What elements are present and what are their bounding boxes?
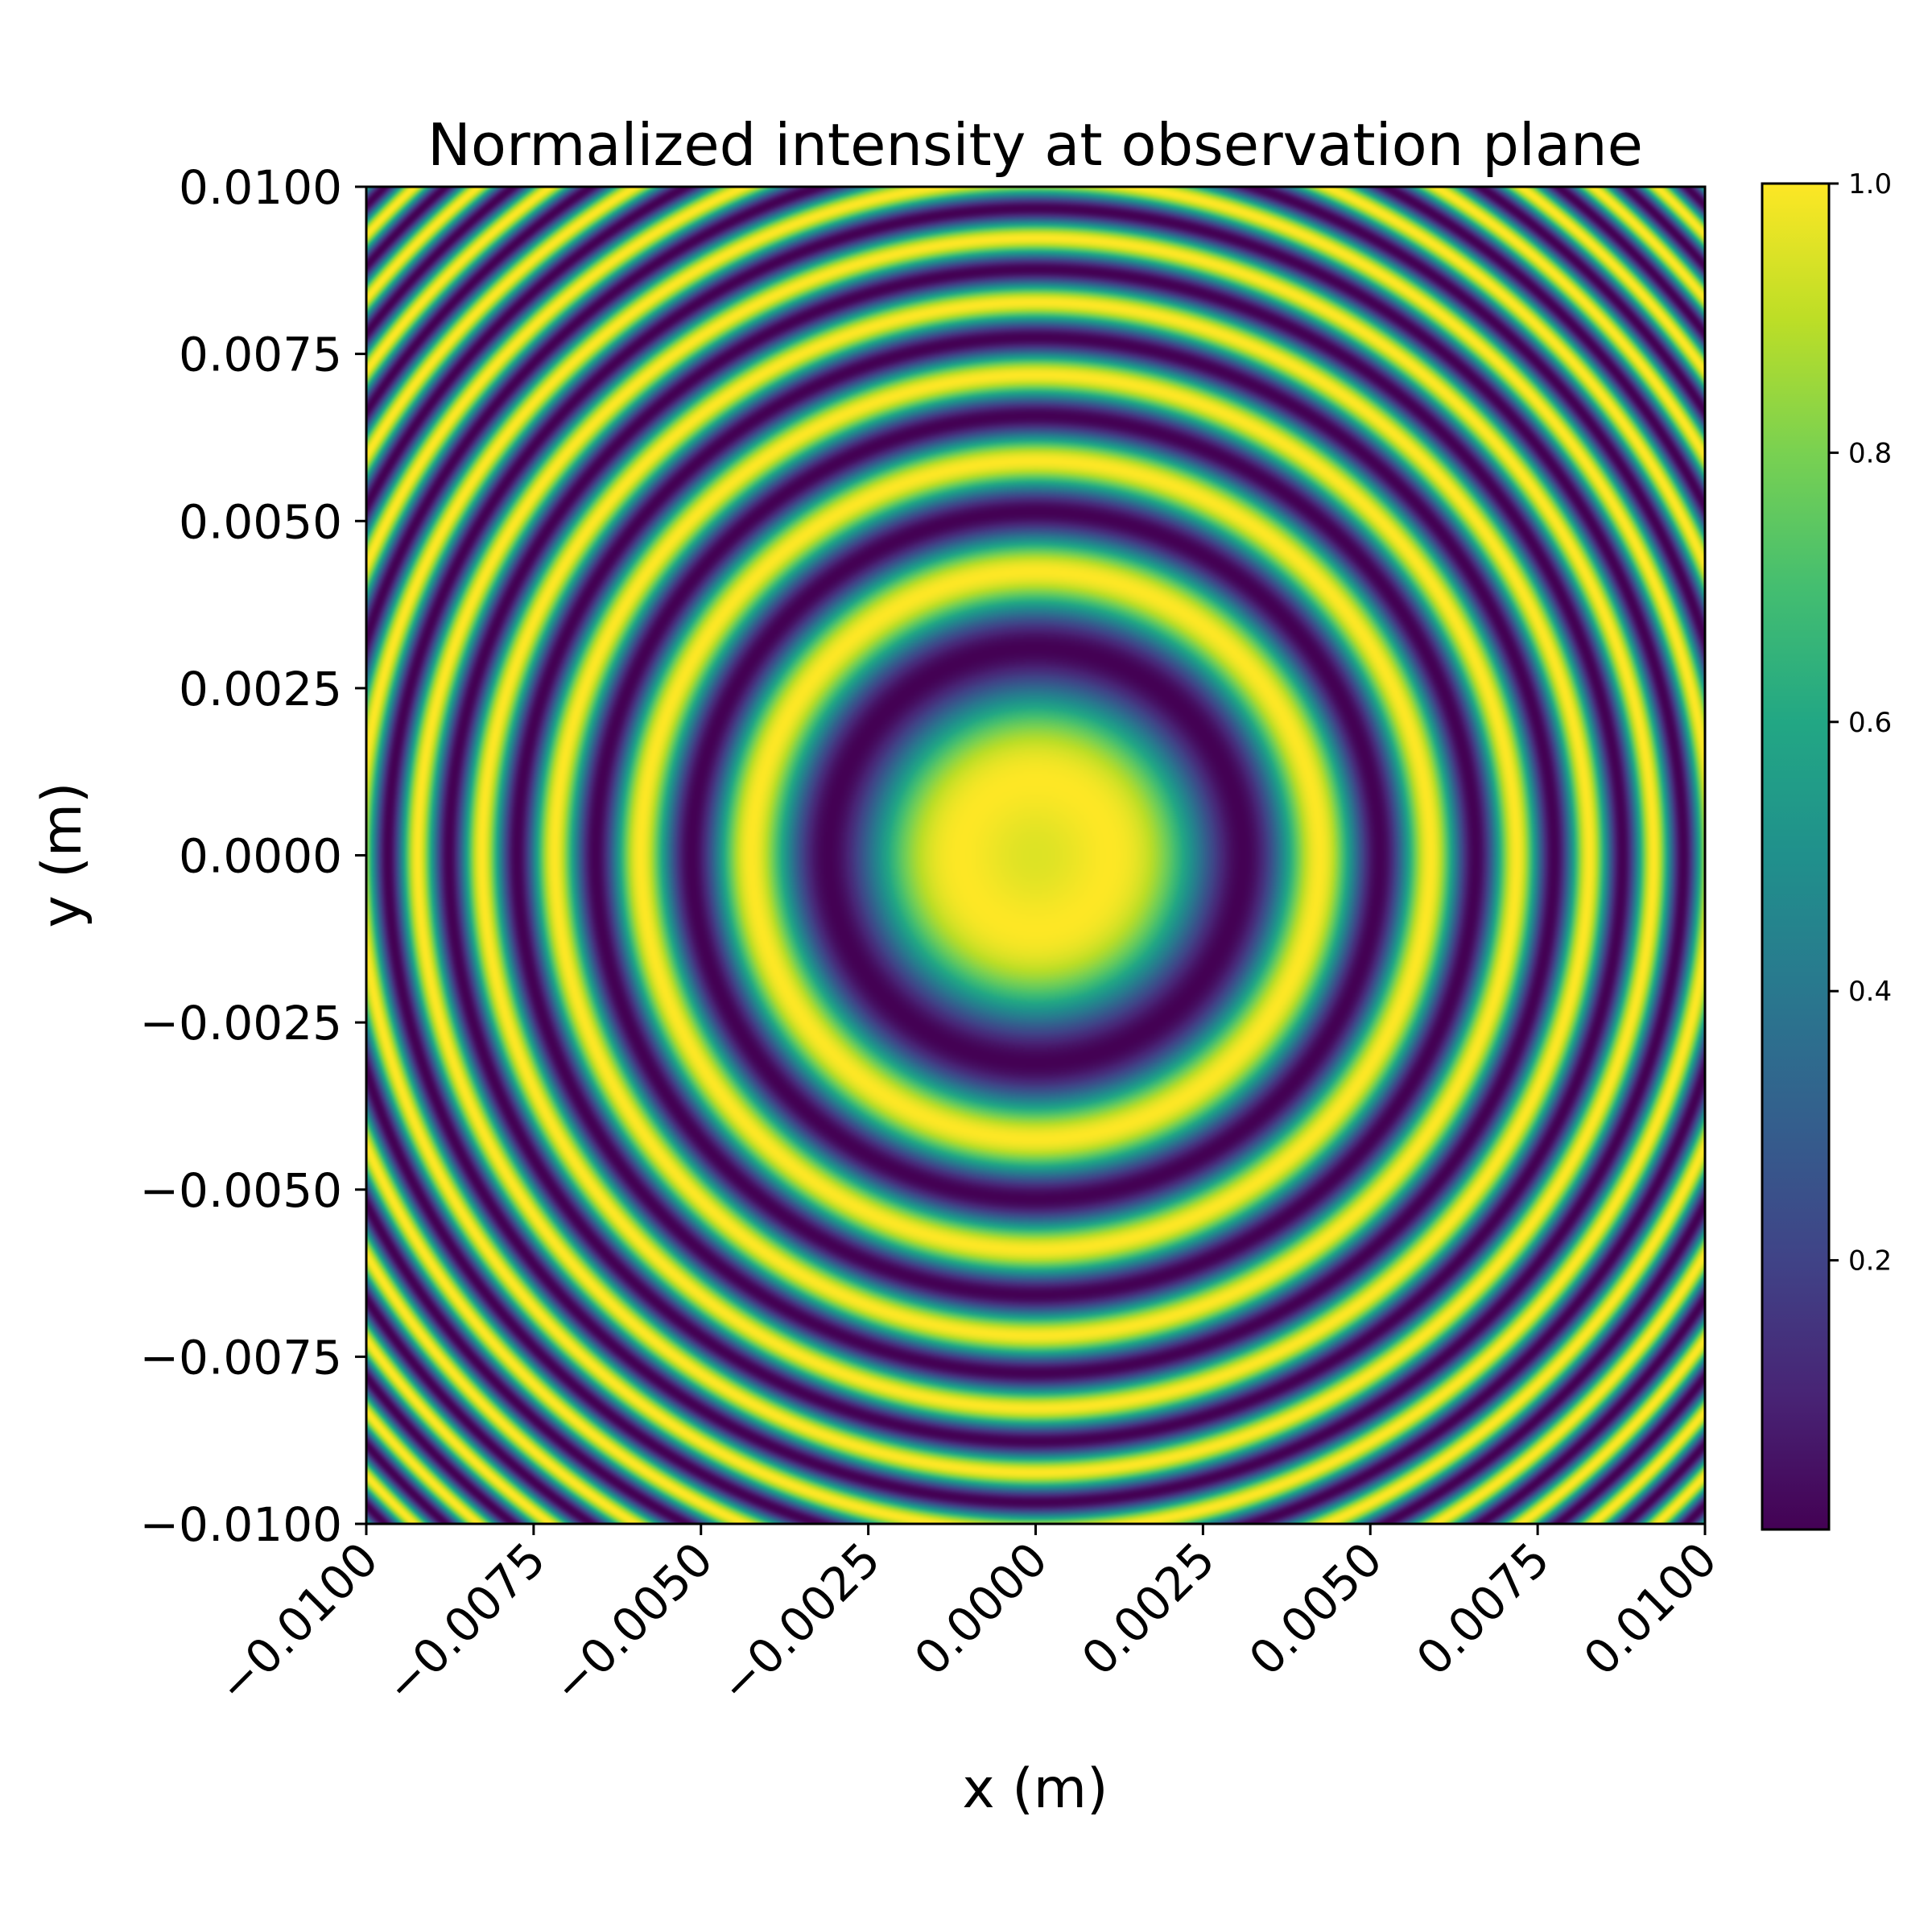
colorbar-tick-label: 0.4 bbox=[1848, 976, 1892, 1008]
chart-title: Normalized intensity at observation plan… bbox=[427, 111, 1643, 179]
x-axis-label: x (m) bbox=[962, 1757, 1108, 1821]
x-tick-label: −0.0050 bbox=[542, 1532, 724, 1714]
x-tick-label: 0.0075 bbox=[1406, 1532, 1560, 1686]
colorbar bbox=[1761, 182, 1831, 1531]
y-tick-label: −0.0100 bbox=[139, 1497, 342, 1552]
y-tick-label: 0.0100 bbox=[179, 160, 342, 215]
x-tick-label: −0.0100 bbox=[207, 1532, 389, 1714]
x-axis: −0.0100−0.0075−0.0050−0.0025 0.0000 0.0025… bbox=[207, 1524, 1728, 1714]
x-tick-label: 0.0100 bbox=[1573, 1532, 1728, 1686]
x-tick-label: 0.0050 bbox=[1239, 1532, 1393, 1686]
x-tick-label: 0.0025 bbox=[1071, 1532, 1226, 1686]
y-tick-label: 0.0050 bbox=[179, 494, 342, 549]
colorbar-axis: 0.2 0.4 0.6 0.8 1.0 bbox=[1829, 168, 1892, 1278]
heatmap-image bbox=[366, 187, 1705, 1524]
x-tick-label: −0.0075 bbox=[374, 1532, 556, 1714]
colorbar-tick-label: 0.8 bbox=[1848, 437, 1892, 469]
x-tick-label: −0.0025 bbox=[709, 1532, 891, 1714]
y-tick-label: 0.0000 bbox=[179, 829, 342, 884]
y-tick-label: −0.0050 bbox=[139, 1163, 342, 1218]
plot-frame bbox=[365, 185, 1707, 1525]
x-tick-label: 0.0000 bbox=[904, 1532, 1059, 1686]
y-tick-label: 0.0075 bbox=[179, 328, 342, 382]
colorbar-tick-label: 1.0 bbox=[1848, 168, 1892, 200]
y-tick-label: −0.0075 bbox=[139, 1330, 342, 1385]
y-axis-label: y (m) bbox=[31, 782, 94, 927]
colorbar-tick-label: 0.6 bbox=[1848, 707, 1892, 739]
y-tick-label: −0.0025 bbox=[139, 996, 342, 1051]
y-tick-label: 0.0025 bbox=[179, 662, 342, 716]
y-axis: 0.0100 0.0075 0.0050 0.0025 0.0000 −0.0025 −0.… bbox=[139, 160, 366, 1552]
colorbar-tick-label: 0.2 bbox=[1848, 1245, 1892, 1278]
